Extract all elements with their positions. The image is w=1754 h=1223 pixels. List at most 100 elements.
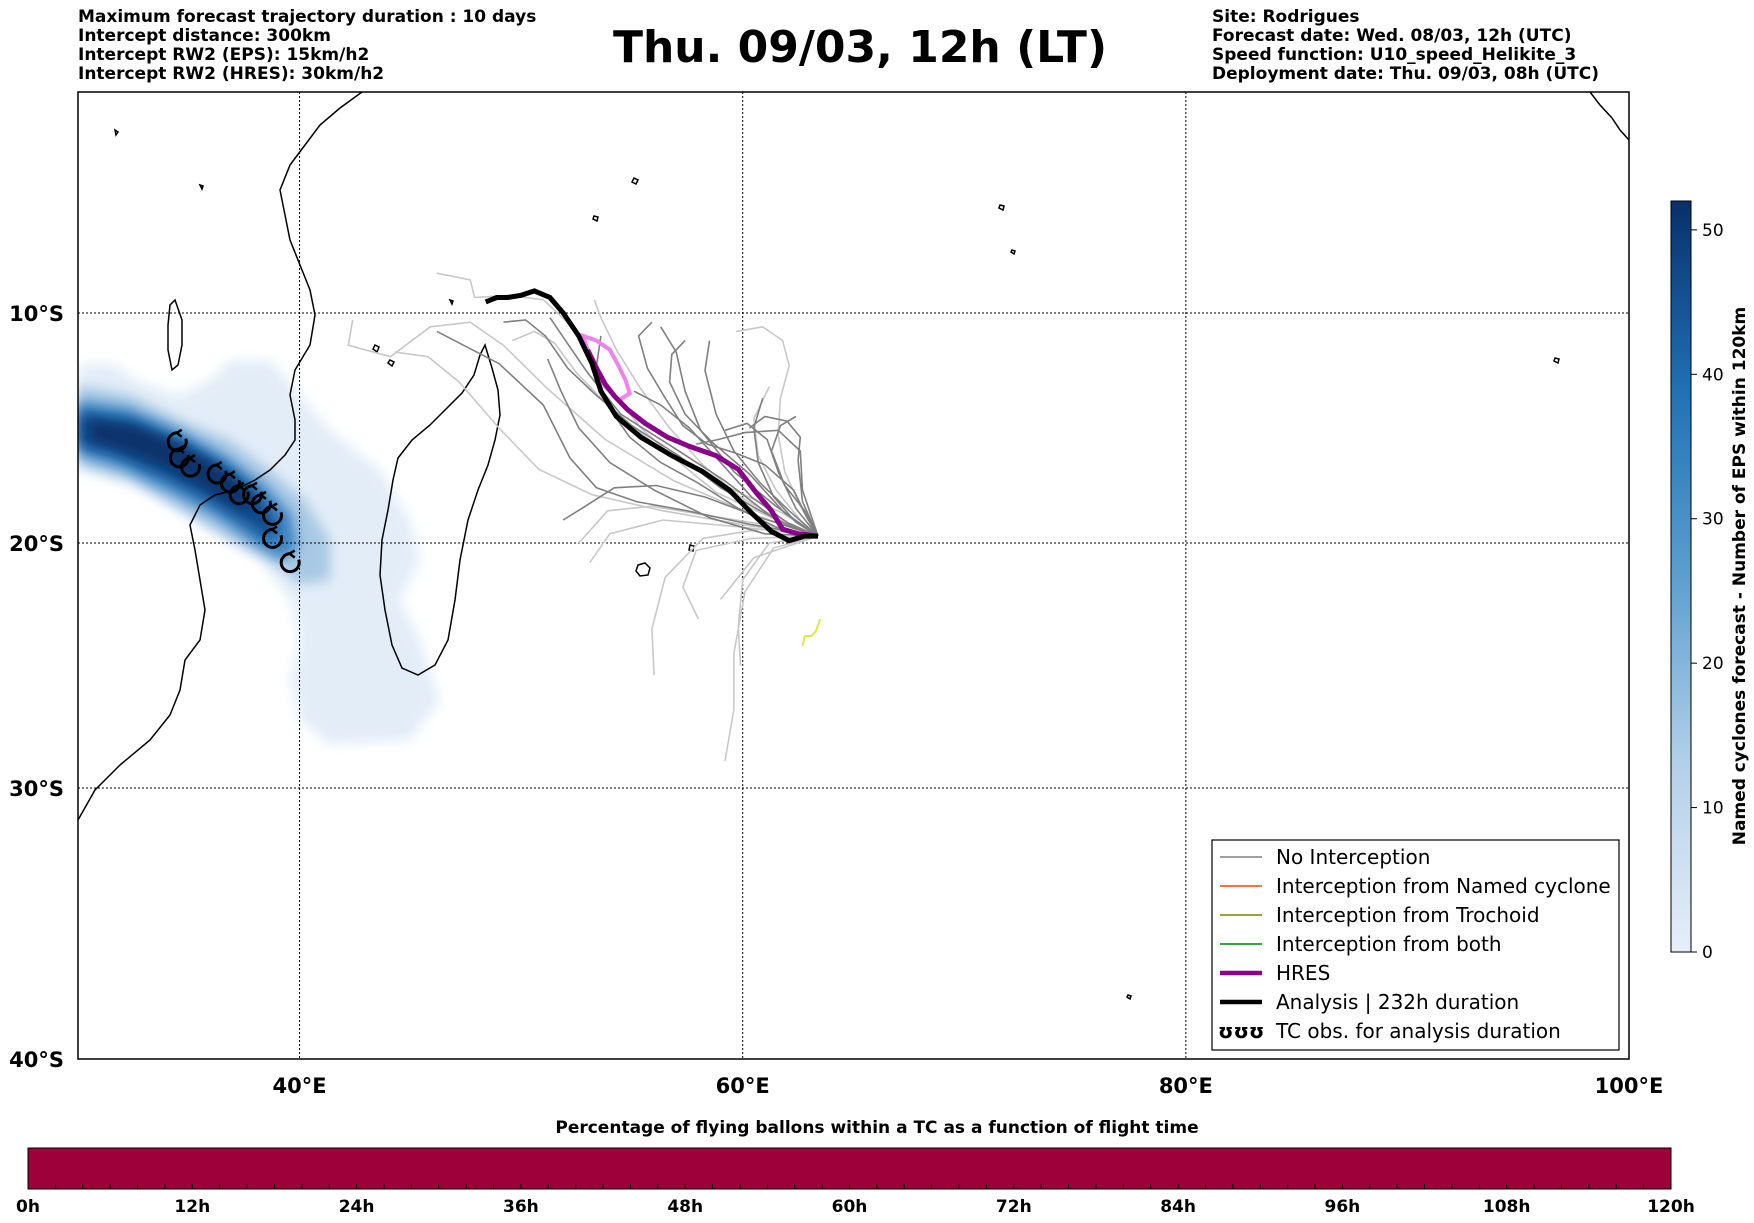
header-left: Maximum forecast trajectory duration : 1… [78, 8, 536, 84]
lat-tick-labels: 10°S 20°S 30°S 40°S [9, 302, 64, 1072]
flight-time-bar-fill [27, 1147, 1672, 1190]
header-right: Site: Rodrigues Forecast date: Wed. 08/0… [1212, 8, 1599, 84]
tc-obs-marker [262, 525, 283, 549]
colorbar-ticks: 0 10 20 30 40 50 [1691, 221, 1724, 963]
flight-time-tick-label: 108h [1483, 1197, 1531, 1217]
header-deployment-date: Deployment date: Thu. 09/03, 08h (UTC) [1212, 64, 1599, 84]
trajectory-no-interception [549, 317, 819, 537]
page-title: Thu. 09/03, 12h (LT) [612, 22, 1108, 73]
madagascar-coastline [379, 342, 501, 676]
mauritius-coastline [635, 562, 651, 577]
header-intercept-distance: Intercept distance: 300km [78, 26, 331, 46]
flight-time-tick-label: 96h [1325, 1197, 1361, 1217]
tc-obs-marker [242, 481, 263, 506]
cocos-coastline [1553, 357, 1560, 365]
colorbar-tick-label: 40 [1702, 365, 1724, 385]
chagos-coastline [998, 204, 1016, 256]
map-frame [77, 91, 1630, 1060]
reunion-coastline [688, 544, 695, 552]
header-intercept-hres: Intercept RW2 (HRES): 30km/h2 [78, 64, 385, 84]
colorbar-tick-label: 50 [1702, 221, 1724, 241]
header-speed-function: Speed function: U10_speed_Helikite_3 [1212, 45, 1577, 65]
trajectory-no-interception [668, 340, 819, 537]
lat-tick-label: 20°S [9, 532, 64, 556]
africa-lake [167, 298, 183, 372]
africa-coastline [78, 92, 363, 821]
lon-tick-label: 100°E [1595, 1074, 1664, 1098]
legend-label: HRES [1276, 961, 1330, 985]
small-islands [113, 128, 454, 306]
colorbar-tick-label: 30 [1702, 510, 1724, 530]
header-site: Site: Rodrigues [1212, 7, 1360, 27]
trajectory-no-interception [503, 319, 819, 537]
tc-obs-marker [262, 502, 283, 526]
tc-obs-markers [166, 428, 301, 574]
lat-tick-label: 40°S [9, 1048, 64, 1072]
trajectory-light [737, 535, 819, 666]
tc-obs-marker [168, 444, 190, 469]
tc-obs-marker [228, 481, 250, 506]
amsterdam-coastline [1126, 994, 1132, 1001]
legend-label: Interception from both [1276, 932, 1502, 956]
lon-tick-labels: 40°E 60°E 80°E 100°E [273, 1074, 1664, 1098]
trajectory-light [347, 319, 819, 537]
lon-tick-label: 60°E [716, 1074, 770, 1098]
colorbar-gradient [1670, 200, 1692, 953]
trajectory-no-interception [770, 415, 819, 537]
flight-time-bar-title: Percentage of flying ballons within a TC… [555, 1118, 1199, 1138]
indonesia-coastline [1589, 92, 1629, 141]
colorbar-label: Named cyclones forecast - Number of EPS … [1730, 307, 1750, 846]
legend-symbol-tc-obs: ʊʊʊ [1218, 1019, 1264, 1043]
flight-time-tick-label: 60h [832, 1197, 868, 1217]
seychelles-coastline [592, 176, 640, 223]
trajectory-no-interception [546, 358, 819, 537]
trajectory-hres-tail [580, 332, 633, 403]
tc-obs-marker [166, 428, 188, 453]
trajectory-no-interception [660, 326, 819, 537]
flight-time-tick-label: 36h [503, 1197, 539, 1217]
trajectory-interception-trochoid [801, 618, 822, 647]
colorbar: 0 10 20 30 40 50 Named cyclones forecast - Nu… [1670, 200, 1750, 963]
header-intercept-eps: Intercept RW2 (EPS): 15km/h2 [78, 45, 370, 65]
trajectory-light [719, 535, 819, 600]
flight-time-tick-label: 0h [16, 1197, 40, 1217]
flight-time-tick-label: 72h [996, 1197, 1032, 1217]
trajectory-light [651, 528, 819, 676]
flight-time-tick-label: 24h [339, 1197, 375, 1217]
lon-tick-label: 80°E [1159, 1074, 1213, 1098]
trajectory-hres [585, 348, 819, 539]
trajectory-no-interception [704, 340, 819, 537]
flight-time-tick-label: 120h [1647, 1197, 1695, 1217]
legend-label: TC obs. for analysis duration [1275, 1019, 1561, 1043]
header-forecast-date: Forecast date: Wed. 08/03, 12h (UTC) [1212, 26, 1572, 46]
lat-tick-label: 30°S [9, 777, 64, 801]
trajectory-no-interception [637, 321, 819, 537]
coastlines [78, 92, 1629, 1001]
trajectory-no-interception [752, 397, 819, 537]
flight-time-tick-label: 48h [667, 1197, 703, 1217]
header-max-duration: Maximum forecast trajectory duration : 1… [78, 7, 537, 27]
colorbar-tick-label: 0 [1702, 943, 1713, 963]
colorbar-tick-label: 10 [1702, 799, 1724, 819]
colorbar-tick-label: 20 [1702, 654, 1724, 674]
legend-label: Interception from Named cyclone [1276, 874, 1611, 898]
trajectory-no-interception [562, 484, 819, 537]
flight-time-tick-label: 12h [174, 1197, 210, 1217]
tc-obs-marker [279, 549, 301, 574]
map-grid [78, 92, 1629, 1059]
trajectory-no-interception [633, 390, 819, 537]
cyclone-density-field [78, 360, 440, 745]
legend-label: Analysis | 232h duration [1276, 990, 1519, 1014]
flight-time-bar: 0h 12h 24h 36h 48h 60h 72h 84h 96h 108h 120h [16, 1147, 1695, 1217]
lon-tick-label: 40°E [273, 1074, 327, 1098]
trajectory-no-interception [436, 330, 819, 537]
lat-tick-label: 10°S [9, 302, 64, 326]
legend: No Interception Interception from Named c… [1211, 839, 1620, 1051]
flight-time-tick-label: 84h [1160, 1197, 1196, 1217]
trajectory-light [682, 535, 819, 620]
tc-obs-marker [180, 454, 201, 478]
trajectory-no-interception [748, 415, 819, 537]
legend-label: Interception from Trochoid [1276, 903, 1540, 927]
legend-label: No Interception [1276, 845, 1430, 869]
